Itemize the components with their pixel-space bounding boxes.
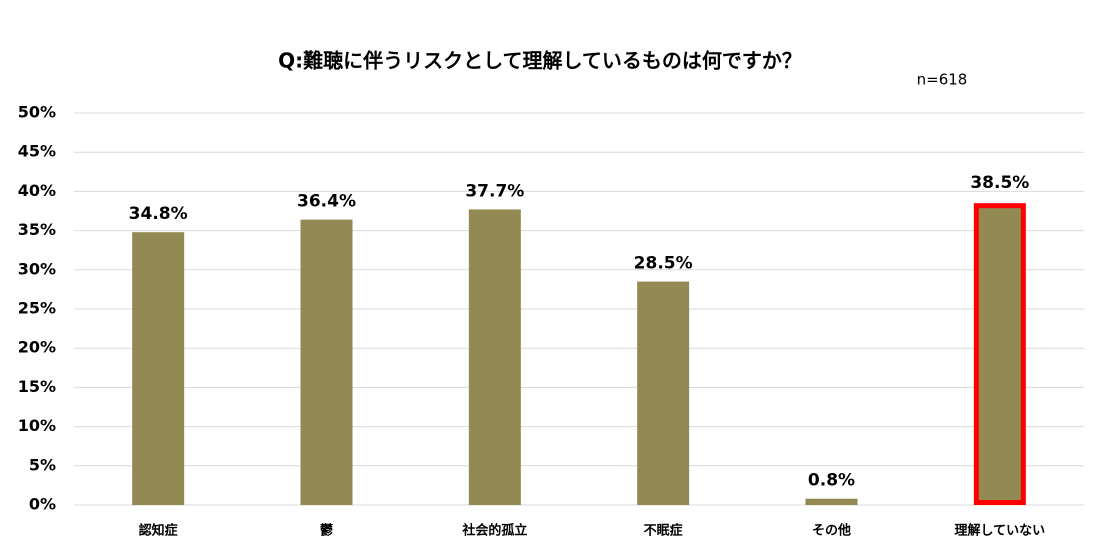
y-tick-label: 50% (18, 103, 56, 122)
value-label: 34.8% (129, 204, 188, 224)
y-tick-label: 30% (18, 259, 56, 278)
chart-subtitle: n=618 (917, 71, 968, 89)
bar (973, 203, 1026, 505)
y-tick-label: 15% (18, 377, 56, 396)
x-tick-label: 認知症 (139, 523, 178, 539)
y-tick-label: 35% (18, 220, 56, 239)
x-tick-label: 理解していない (955, 523, 1046, 539)
y-tick-label: 45% (18, 142, 56, 161)
y-tick-label: 10% (18, 416, 56, 435)
y-tick-label: 25% (18, 299, 56, 318)
value-label: 37.7% (465, 181, 524, 201)
x-tick-label: その他 (812, 523, 851, 539)
y-tick-label: 20% (18, 338, 56, 357)
bar (468, 209, 521, 505)
bar (132, 232, 185, 505)
value-label: 0.8% (808, 471, 855, 491)
value-label: 38.5% (970, 173, 1029, 193)
y-tick-label: 40% (18, 181, 56, 200)
bar (300, 219, 353, 505)
chart-title: Q:難聴に伴うリスクとして理解しているものは何ですか？ (278, 49, 802, 73)
x-tick-label: 社会的孤立 (461, 523, 527, 539)
bar (637, 281, 690, 505)
value-label: 36.4% (297, 192, 356, 212)
value-label: 28.5% (634, 254, 693, 274)
bar (805, 498, 858, 505)
x-tick-label: 不眠症 (644, 523, 683, 539)
y-tick-label: 0% (29, 495, 56, 514)
y-tick-label: 5% (29, 455, 56, 474)
x-tick-label: 鬱 (320, 523, 333, 539)
